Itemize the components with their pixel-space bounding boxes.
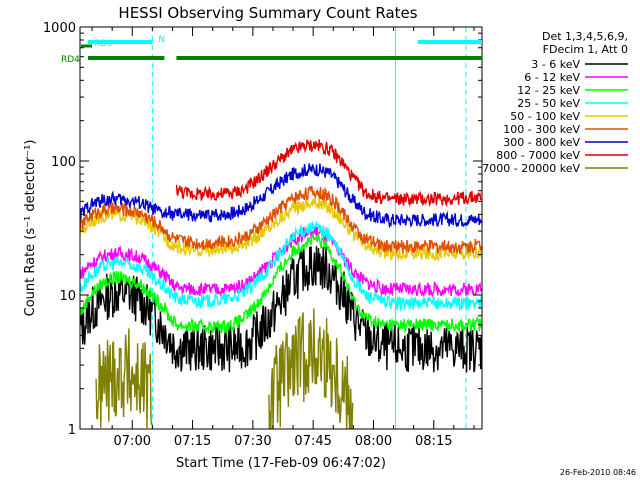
x-tick-label-0800: 08:00 — [355, 434, 392, 449]
legend: Det 1,3,4,5,6,9, FDecim 1, Att 0 3 - 6 k… — [482, 30, 628, 175]
state-label-n: N — [158, 35, 165, 45]
legend-label-5: 50 - 100 keV — [510, 110, 580, 123]
legend-header-line-2: FDecim 1, Att 0 — [543, 43, 628, 56]
legend-header-line-1: Det 1,3,4,5,6,9, — [542, 30, 628, 43]
legend-label-3: 12 - 25 keV — [517, 84, 580, 97]
series-line-9-segment-1 — [95, 328, 153, 429]
y-tick-label-100: 100 — [51, 155, 76, 170]
series-line-1-segment-1 — [80, 246, 482, 373]
y-axis-label: Count Rate (s⁻¹ detector⁻¹) — [23, 140, 38, 317]
series-line-8-segment-1 — [175, 139, 482, 208]
y-tick-label-10: 10 — [59, 289, 76, 304]
series-line-6-segment-1 — [80, 186, 482, 256]
series-line-3-segment-1 — [80, 233, 482, 334]
x-tick-label-0700: 07:00 — [114, 434, 151, 449]
series-line-7-segment-1 — [80, 163, 482, 229]
y-axis: 1 10 100 1000 — [43, 21, 482, 438]
legend-label-1: 3 - 6 keV — [531, 58, 580, 71]
series-line-5-segment-1 — [80, 197, 482, 262]
legend-label-6: 100 - 300 keV — [503, 123, 580, 136]
state-label-rd4: RD4 — [61, 55, 80, 65]
x-tick-label-0745: 07:45 — [294, 434, 331, 449]
series-line-4-segment-1 — [80, 220, 482, 312]
legend-label-4: 25 - 50 keV — [517, 97, 580, 110]
y-tick-label-1000: 1000 — [43, 21, 76, 36]
legend-label-9: 7000 - 20000 keV — [482, 162, 580, 175]
x-tick-label-0815: 08:15 — [415, 434, 452, 449]
y-tick-label-1: 1 — [68, 423, 76, 438]
chart-title: HESSI Observing Summary Count Rates — [118, 4, 417, 22]
plot-frame — [79, 26, 483, 430]
x-axis: 07:00 07:15 07:30 07:45 08:00 08:15 — [91, 27, 475, 449]
legend-label-7: 300 - 800 keV — [503, 136, 580, 149]
x-tick-label-0715: 07:15 — [174, 434, 211, 449]
state-label-rd0: RD0 — [94, 39, 113, 49]
footer-date: 26-Feb-2010 08:46 — [560, 468, 636, 477]
series-line-9-segment-2 — [268, 308, 354, 429]
x-axis-label: Start Time (17-Feb-09 06:47:02) — [176, 456, 386, 471]
legend-label-2: 6 - 12 keV — [524, 71, 580, 84]
legend-label-8: 800 - 7000 keV — [496, 149, 580, 162]
x-tick-label-0730: 07:30 — [234, 434, 271, 449]
